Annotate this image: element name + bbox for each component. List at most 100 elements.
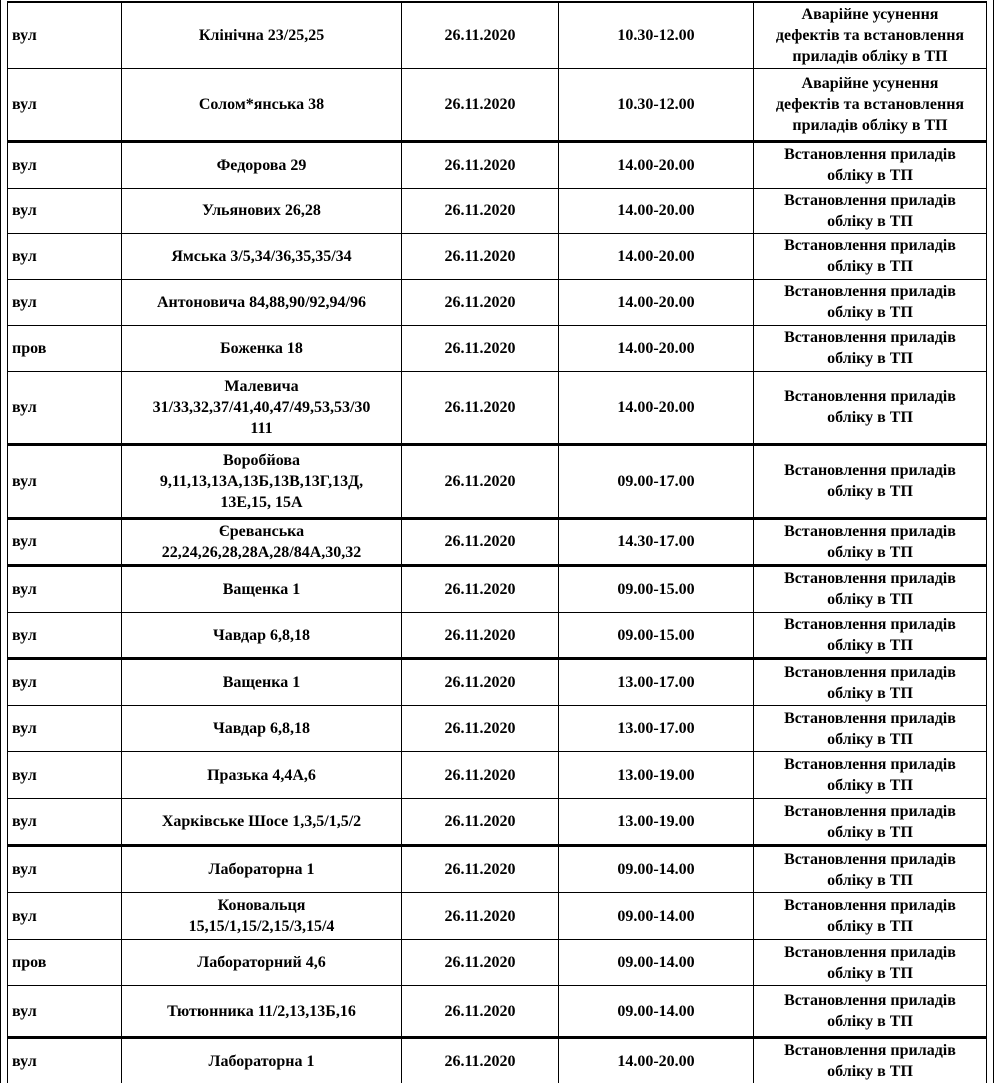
date-cell: 26.11.2020 bbox=[401, 232, 559, 280]
work-description-cell: Встановлення приладів обліку в ТП bbox=[753, 1036, 987, 1083]
date-cell: 26.11.2020 bbox=[401, 657, 559, 707]
street-type-cell: вул bbox=[7, 140, 122, 189]
time-cell: 09.00-15.00 bbox=[558, 563, 754, 613]
street-type-cell: вул bbox=[7, 1, 122, 70]
address-cell: Єреванська 22,24,26,28,28А,28/84А,30,32 bbox=[121, 516, 402, 566]
time-cell: 14.00-20.00 bbox=[558, 278, 754, 326]
date-cell: 26.11.2020 bbox=[401, 68, 559, 143]
street-type-cell: пров bbox=[7, 939, 122, 987]
street-type-cell: пров bbox=[7, 324, 122, 372]
table-row: вул Чавдар 6,8,18 26.11.2020 13.00-17.00 Вст… bbox=[7, 705, 987, 753]
time-cell: 14.00-20.00 bbox=[558, 187, 754, 234]
street-type-cell: вул bbox=[7, 278, 122, 326]
time-cell: 09.00-14.00 bbox=[558, 985, 754, 1039]
address-cell: Лабораторна 1 bbox=[121, 844, 402, 894]
table-row: вул Коновальця 15,15/1,15/2,15/3,15/4 26.1… bbox=[7, 892, 987, 941]
date-cell: 26.11.2020 bbox=[401, 278, 559, 326]
table-row: пров Боженка 18 26.11.2020 14.00-20.00 Встан… bbox=[7, 324, 987, 372]
time-cell: 13.00-17.00 bbox=[558, 705, 754, 753]
address-cell: Боженка 18 bbox=[121, 324, 402, 372]
time-cell: 14.30-17.00 bbox=[558, 516, 754, 566]
date-cell: 26.11.2020 bbox=[401, 442, 559, 519]
date-cell: 26.11.2020 bbox=[401, 892, 559, 941]
table-row: вул Воробйова 9,11,13,13А,13Б,13В,13Г,13Д… bbox=[7, 442, 987, 519]
street-type-cell: вул bbox=[7, 985, 122, 1039]
street-type-cell: вул bbox=[7, 187, 122, 234]
work-description-cell: Встановлення приладів обліку в ТП bbox=[753, 140, 987, 189]
work-description-cell: Встановлення приладів обліку в ТП bbox=[753, 657, 987, 707]
date-cell: 26.11.2020 bbox=[401, 939, 559, 987]
date-cell: 26.11.2020 bbox=[401, 140, 559, 189]
time-cell: 14.00-20.00 bbox=[558, 324, 754, 372]
address-cell: Тютюнника 11/2,13,13Б,16 bbox=[121, 985, 402, 1039]
time-cell: 09.00-14.00 bbox=[558, 892, 754, 941]
work-description-cell: Встановлення приладів обліку в ТП bbox=[753, 187, 987, 234]
address-cell: Лабораторна 1 bbox=[121, 1036, 402, 1083]
date-cell: 26.11.2020 bbox=[401, 370, 559, 445]
address-cell: Солом*янська 38 bbox=[121, 68, 402, 143]
street-type-cell: вул bbox=[7, 68, 122, 143]
work-description-cell: Встановлення приладів обліку в ТП bbox=[753, 442, 987, 519]
street-type-cell: вул bbox=[7, 370, 122, 445]
address-cell: Чавдар 6,8,18 bbox=[121, 705, 402, 753]
time-cell: 14.00-20.00 bbox=[558, 140, 754, 189]
work-description-cell: Аварійне усунення дефектів та встановлен… bbox=[753, 68, 987, 143]
street-type-cell: вул bbox=[7, 442, 122, 519]
date-cell: 26.11.2020 bbox=[401, 324, 559, 372]
work-description-cell: Встановлення приладів обліку в ТП bbox=[753, 798, 987, 847]
outage-schedule-table: вул Клінічна 23/25,25 26.11.2020 10.30-12.0… bbox=[7, 1, 987, 1083]
time-cell: 14.00-20.00 bbox=[558, 232, 754, 280]
street-type-cell: вул bbox=[7, 798, 122, 847]
street-type-cell: вул bbox=[7, 1036, 122, 1083]
street-type-cell: вул bbox=[7, 611, 122, 660]
address-cell: Чавдар 6,8,18 bbox=[121, 611, 402, 660]
table-row: вул Єреванська 22,24,26,28,28А,28/84А,30,… bbox=[7, 516, 987, 566]
table-row: вул Ващенка 1 26.11.2020 09.00-15.00 Встанов… bbox=[7, 563, 987, 613]
date-cell: 26.11.2020 bbox=[401, 1, 559, 70]
address-cell: Клінічна 23/25,25 bbox=[121, 1, 402, 70]
table-row: вул Солом*янська 38 26.11.2020 10.30-12.00 А… bbox=[7, 68, 987, 143]
address-cell: Федорова 29 bbox=[121, 140, 402, 189]
date-cell: 26.11.2020 bbox=[401, 798, 559, 847]
date-cell: 26.11.2020 bbox=[401, 516, 559, 566]
table-row: вул Чавдар 6,8,18 26.11.2020 09.00-15.00 Вст… bbox=[7, 611, 987, 660]
time-cell: 09.00-17.00 bbox=[558, 442, 754, 519]
table-row: вул Малевича 31/33,32,37/41,40,47/49,53,5… bbox=[7, 370, 987, 445]
work-description-cell: Встановлення приладів обліку в ТП bbox=[753, 985, 987, 1039]
date-cell: 26.11.2020 bbox=[401, 187, 559, 234]
address-cell: Малевича 31/33,32,37/41,40,47/49,53,53/3… bbox=[121, 370, 402, 445]
address-cell: Ващенка 1 bbox=[121, 563, 402, 613]
street-type-cell: вул bbox=[7, 892, 122, 941]
table-row: вул Харківське Шосе 1,3,5/1,5/2 26.11.2020… bbox=[7, 798, 987, 847]
work-description-cell: Встановлення приладів обліку в ТП bbox=[753, 939, 987, 987]
date-cell: 26.11.2020 bbox=[401, 1036, 559, 1083]
street-type-cell: вул bbox=[7, 844, 122, 894]
time-cell: 09.00-14.00 bbox=[558, 844, 754, 894]
table-row: вул Тютюнника 11/2,13,13Б,16 26.11.2020 09.… bbox=[7, 985, 987, 1039]
table-row: вул Антоновича 84,88,90/92,94/96 26.11.202… bbox=[7, 278, 987, 326]
work-description-cell: Встановлення приладів обліку в ТП bbox=[753, 278, 987, 326]
work-description-cell: Аварійне усунення дефектів та встановлен… bbox=[753, 1, 987, 70]
table-row: вул Федорова 29 26.11.2020 14.00-20.00 Встан… bbox=[7, 140, 987, 189]
work-description-cell: Встановлення приладів обліку в ТП bbox=[753, 705, 987, 753]
address-cell: Коновальця 15,15/1,15/2,15/3,15/4 bbox=[121, 892, 402, 941]
time-cell: 09.00-15.00 bbox=[558, 611, 754, 660]
address-cell: Антоновича 84,88,90/92,94/96 bbox=[121, 278, 402, 326]
street-type-cell: вул bbox=[7, 232, 122, 280]
address-cell: Воробйова 9,11,13,13А,13Б,13В,13Г,13Д, 1… bbox=[121, 442, 402, 519]
table-row: вул Ульянових 26,28 26.11.2020 14.00-20.00 В… bbox=[7, 187, 987, 234]
work-description-cell: Встановлення приладів обліку в ТП bbox=[753, 516, 987, 566]
street-type-cell: вул bbox=[7, 657, 122, 707]
time-cell: 09.00-14.00 bbox=[558, 939, 754, 987]
address-cell: Ямська 3/5,34/36,35,35/34 bbox=[121, 232, 402, 280]
table-row: вул Ващенка 1 26.11.2020 13.00-17.00 Встанов… bbox=[7, 657, 987, 707]
date-cell: 26.11.2020 bbox=[401, 611, 559, 660]
date-cell: 26.11.2020 bbox=[401, 844, 559, 894]
date-cell: 26.11.2020 bbox=[401, 985, 559, 1039]
street-type-cell: вул bbox=[7, 751, 122, 800]
work-description-cell: Встановлення приладів обліку в ТП bbox=[753, 370, 987, 445]
address-cell: Ульянових 26,28 bbox=[121, 187, 402, 234]
address-cell: Празька 4,4А,6 bbox=[121, 751, 402, 800]
work-description-cell: Встановлення приладів обліку в ТП bbox=[753, 232, 987, 280]
